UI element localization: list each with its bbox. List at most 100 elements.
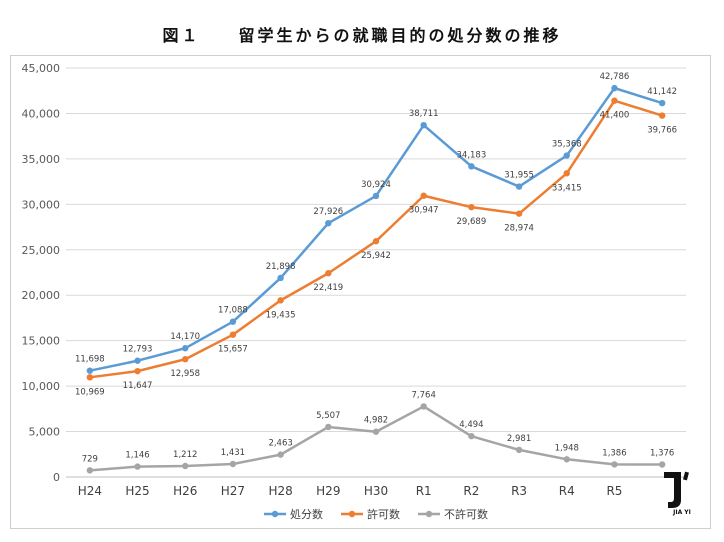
chart-frame: 0 5,000 10,000 15,000 20,000 25,000 30,000 35,0… [10, 55, 711, 529]
data-point [658, 112, 666, 119]
data-point [277, 274, 284, 282]
data-label: 33,415 [552, 183, 582, 193]
data-label: 39,766 [647, 126, 677, 136]
data-label: 38,711 [409, 109, 439, 119]
data-label: 11,647 [123, 381, 153, 391]
data-point [86, 467, 94, 474]
data-label: 2,463 [268, 439, 292, 449]
y-tick-label: 5,000 [29, 426, 61, 439]
data-label: 4,982 [364, 416, 388, 426]
x-tick-label: H28 [268, 484, 292, 498]
data-label: 4,494 [459, 420, 483, 430]
x-tick-label: R4 [559, 484, 575, 498]
legend-swatch-marker [425, 510, 433, 518]
y-tick-label: 25,000 [22, 244, 61, 257]
legend-label: 許可数 [367, 508, 400, 521]
data-label: 28,974 [504, 224, 534, 234]
data-point [229, 318, 237, 325]
legend-swatch-marker [348, 510, 356, 518]
data-label: 729 [82, 454, 98, 464]
data-point [515, 183, 523, 190]
figure-number: 図１ [162, 26, 201, 45]
data-label: 31,955 [504, 171, 534, 181]
y-tick-label: 30,000 [22, 198, 61, 211]
x-tick-label: R2 [463, 484, 479, 498]
data-label: 1,146 [125, 451, 149, 461]
legend-label: 不許可数 [444, 508, 488, 521]
data-label: 1,212 [173, 450, 197, 460]
data-point [658, 99, 666, 107]
data-point [515, 446, 523, 454]
y-tick-label: 35,000 [22, 153, 61, 166]
title-text: 留学生からの就職目的の処分数の推移 [238, 26, 562, 45]
data-label: 1,376 [650, 448, 674, 458]
data-point [563, 456, 570, 463]
series-line-0 [89, 86, 663, 372]
legend-swatch-marker [271, 510, 279, 518]
data-label: 34,183 [457, 150, 487, 160]
x-tick-label: R3 [511, 484, 527, 498]
data-point [611, 461, 618, 468]
data-label: 11,698 [75, 355, 105, 365]
data-label: 1,948 [555, 443, 579, 453]
data-point [277, 451, 284, 458]
data-label: 29,689 [457, 217, 487, 227]
x-tick-label: H27 [221, 484, 245, 498]
data-point [468, 163, 475, 170]
data-point [86, 374, 94, 381]
data-label: 27,926 [313, 207, 343, 217]
data-label: 12,793 [123, 345, 153, 355]
data-point [325, 219, 332, 227]
y-tick-label: 20,000 [22, 289, 61, 302]
data-point [134, 463, 141, 470]
x-tick-label: R5 [606, 484, 622, 498]
data-point [372, 238, 380, 245]
data-point [134, 357, 141, 364]
x-tick-label: H26 [173, 484, 197, 498]
data-point [325, 423, 332, 431]
data-point [134, 367, 141, 375]
data-label: 1,431 [221, 448, 245, 458]
data-label: 19,435 [266, 310, 296, 320]
data-point [86, 367, 94, 374]
data-label: 41,400 [600, 111, 630, 121]
data-point [611, 97, 618, 104]
y-tick-label: 10,000 [22, 380, 61, 393]
x-tick-label: H25 [125, 484, 149, 498]
legend-label: 処分数 [290, 508, 323, 521]
data-label: 22,419 [313, 283, 343, 293]
y-tick-label: 45,000 [22, 62, 61, 75]
data-label: 17,088 [218, 306, 248, 316]
data-point [182, 345, 189, 352]
data-point [611, 84, 618, 92]
data-point [229, 460, 237, 468]
data-label: 41,142 [647, 87, 677, 97]
data-point [229, 331, 237, 338]
data-point [468, 432, 475, 440]
watermark-text: JIA YI [672, 509, 691, 516]
data-point [420, 403, 427, 410]
data-point [182, 462, 189, 470]
data-point [420, 192, 427, 199]
data-label: 30,924 [361, 180, 391, 190]
data-label: 2,981 [507, 434, 531, 444]
data-label: 30,947 [409, 206, 439, 216]
data-point [515, 210, 523, 217]
y-tick-label: 15,000 [22, 335, 61, 348]
data-label: 7,764 [412, 390, 436, 400]
data-label: 35,368 [552, 140, 582, 150]
x-tick-label: H30 [364, 484, 388, 498]
y-tick-label: 40,000 [22, 107, 61, 120]
y-tick-label: 0 [53, 471, 60, 484]
x-tick-label: H29 [316, 484, 340, 498]
data-label: 25,942 [361, 251, 391, 261]
data-point [658, 461, 666, 468]
x-tick-label: R1 [416, 484, 432, 498]
data-point [372, 192, 380, 200]
data-label: 1,386 [602, 448, 626, 458]
chart-title: 図１ 留学生からの就職目的の処分数の推移 [0, 22, 724, 46]
data-point [277, 297, 284, 304]
data-label: 12,958 [170, 369, 200, 379]
data-label: 21,898 [266, 262, 296, 272]
data-label: 42,786 [600, 72, 630, 82]
